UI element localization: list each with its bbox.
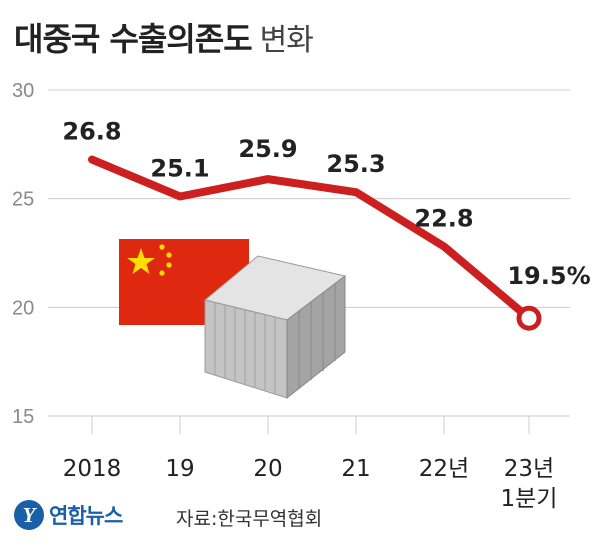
x-tick-label: 2018 bbox=[63, 456, 122, 482]
data-label: 22.8 bbox=[414, 204, 473, 232]
x-tick-label: 19 bbox=[165, 456, 194, 482]
x-axis-ticks: 2018 19 20 21 22년 23년 1분기 bbox=[63, 456, 558, 512]
yonhap-logo-icon: Y bbox=[14, 500, 44, 530]
data-label: 25.1 bbox=[150, 154, 209, 182]
shipping-container-icon bbox=[203, 255, 347, 400]
y-tick-label: 20 bbox=[12, 297, 34, 319]
data-labels: 26.8 25.1 25.9 25.3 22.8 19.5% bbox=[62, 118, 590, 291]
title-sub: 변화 bbox=[259, 23, 314, 58]
logo-text: 연합뉴스 bbox=[49, 504, 123, 528]
title-main: 대중국 수출의존도 bbox=[14, 20, 253, 58]
y-tick-label: 25 bbox=[12, 189, 34, 211]
series-main bbox=[88, 155, 542, 331]
x-tick-label: 20 bbox=[253, 456, 282, 482]
chart-title: 대중국 수출의존도 변화 bbox=[14, 14, 314, 60]
source-note: 자료:한국무역협회 bbox=[176, 508, 323, 530]
x-tick-label: 22년 bbox=[419, 456, 469, 482]
data-label: 25.9 bbox=[238, 135, 297, 163]
last-point-marker bbox=[516, 305, 542, 331]
x-tick-label: 21 bbox=[341, 456, 370, 482]
data-label: 26.8 bbox=[62, 118, 121, 146]
y-axis-ticks: 30 25 20 15 bbox=[12, 80, 34, 428]
y-tick-label: 30 bbox=[12, 80, 34, 102]
data-label: 19.5% bbox=[507, 262, 590, 290]
publisher-logo: Y 연합뉴스 bbox=[14, 500, 123, 530]
y-tick-label: 15 bbox=[12, 406, 34, 428]
x-tick-label: 23년 1분기 bbox=[501, 456, 558, 512]
data-label: 25.3 bbox=[326, 150, 385, 178]
illustration bbox=[119, 239, 347, 400]
series-line bbox=[88, 155, 533, 323]
